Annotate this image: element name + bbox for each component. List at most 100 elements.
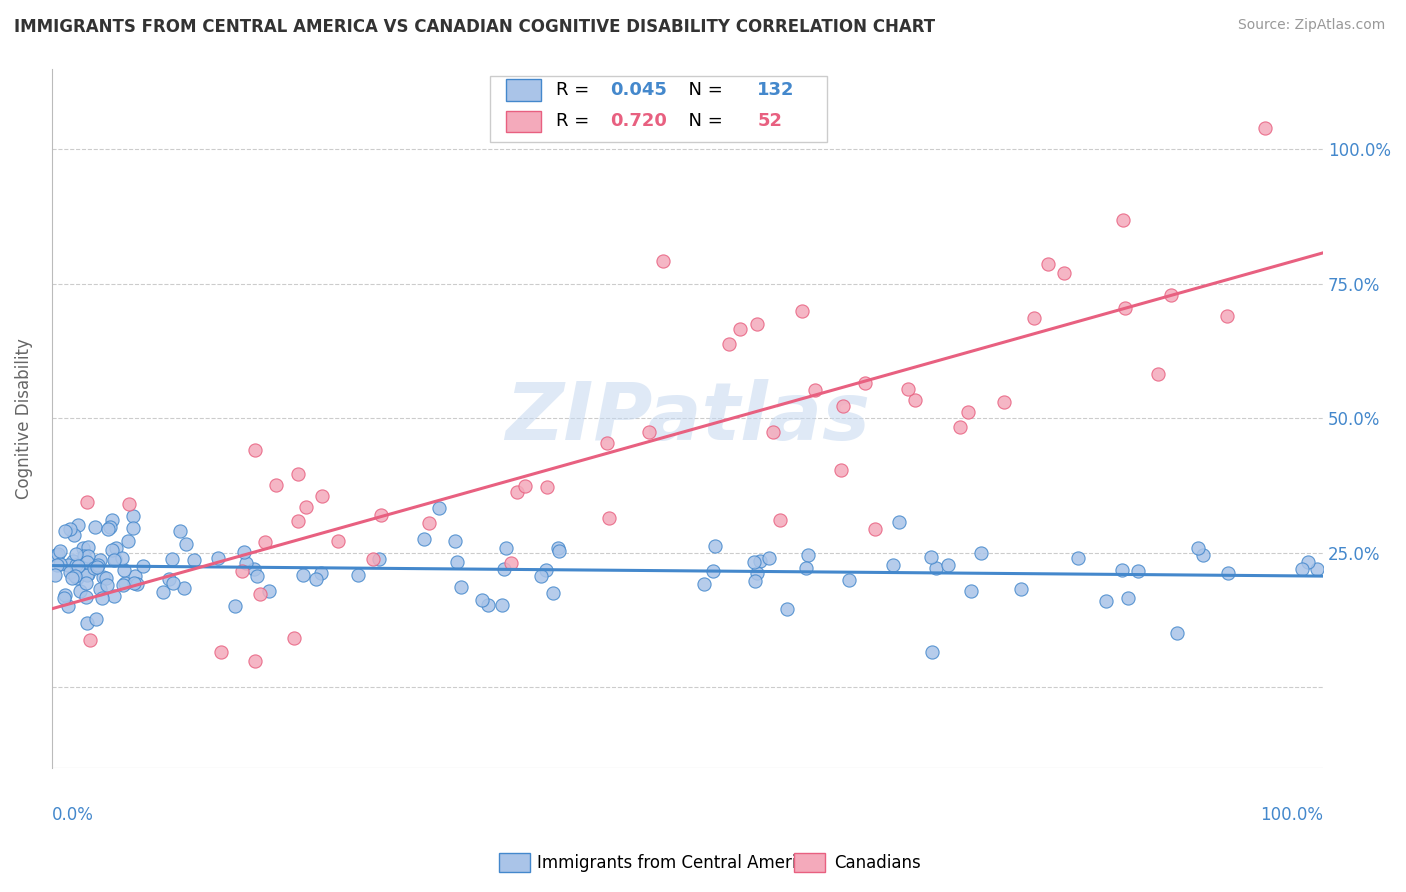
Point [1010, 582, 1032, 597]
Point [477, 598, 499, 612]
Point [48, 557, 70, 571]
Point [287, 467, 309, 481]
Text: 52: 52 [758, 112, 782, 130]
Point [1112, 212, 1135, 227]
Point [53, 591, 76, 606]
Point [122, 576, 145, 591]
Point [838, 573, 860, 587]
Point [920, 550, 942, 565]
Point [368, 552, 391, 566]
Point [60, 571, 83, 585]
Point [253, 534, 276, 549]
Point [86, 559, 108, 574]
Point [76, 568, 98, 582]
Point [287, 514, 309, 528]
Point [232, 545, 254, 559]
Point [291, 568, 314, 582]
Point [89, 582, 111, 596]
Point [84, 612, 107, 626]
Point [853, 376, 876, 391]
Point [1038, 257, 1060, 271]
Point [76, 555, 98, 569]
Point [75, 590, 97, 604]
FancyBboxPatch shape [491, 76, 827, 142]
Point [796, 548, 818, 562]
Point [921, 645, 943, 659]
Point [703, 539, 725, 553]
Point [114, 563, 136, 577]
Point [471, 593, 494, 607]
Point [1191, 548, 1213, 562]
Point [412, 533, 434, 547]
Point [49, 543, 72, 558]
Point [44, 568, 66, 582]
Point [58, 558, 80, 573]
Point [63, 569, 86, 583]
Point [728, 321, 751, 335]
Text: IMMIGRANTS FROM CENTRAL AMERICA VS CANADIAN COGNITIVE DISABILITY CORRELATION CHA: IMMIGRANTS FROM CENTRAL AMERICA VS CANAD… [14, 18, 935, 36]
Point [125, 576, 148, 591]
Point [94, 571, 117, 585]
Point [84, 520, 107, 534]
Point [495, 541, 517, 555]
Point [491, 598, 513, 612]
Point [993, 395, 1015, 409]
Point [1291, 562, 1313, 576]
Y-axis label: Cognitive Disability: Cognitive Disability [15, 338, 32, 499]
Point [65, 571, 87, 585]
Point [1022, 311, 1045, 326]
Point [118, 497, 141, 511]
Point [547, 541, 569, 555]
Point [243, 562, 266, 576]
Point [956, 405, 979, 419]
Point [638, 425, 661, 440]
Point [62, 554, 84, 568]
Point [1095, 594, 1118, 608]
Text: Source: ZipAtlas.com: Source: ZipAtlas.com [1237, 18, 1385, 32]
Point [245, 569, 267, 583]
Point [55, 524, 77, 538]
Point [1116, 591, 1139, 605]
Point [652, 253, 675, 268]
Point [73, 549, 96, 563]
Point [100, 513, 122, 527]
Point [830, 462, 852, 476]
Point [769, 513, 792, 527]
Point [77, 540, 100, 554]
Point [744, 574, 766, 588]
Point [863, 522, 886, 536]
Point [513, 478, 536, 492]
Point [235, 556, 257, 570]
Point [45, 548, 67, 562]
Point [65, 547, 87, 561]
Point [294, 500, 316, 514]
Point [598, 511, 620, 525]
Point [207, 551, 229, 566]
Point [53, 589, 76, 603]
Point [82, 558, 104, 573]
Text: R =: R = [557, 81, 596, 99]
Point [1067, 550, 1090, 565]
Point [104, 552, 127, 566]
Point [1216, 309, 1239, 323]
Text: Canadians: Canadians [834, 854, 921, 871]
Point [443, 534, 465, 549]
Point [76, 549, 98, 564]
Point [264, 478, 287, 492]
Text: ZIPatlas: ZIPatlas [505, 379, 870, 457]
Point [949, 420, 972, 434]
Point [1111, 563, 1133, 577]
Point [904, 393, 927, 408]
Point [347, 567, 370, 582]
Point [1298, 555, 1320, 569]
Point [776, 601, 799, 615]
Point [748, 554, 770, 568]
Point [79, 632, 101, 647]
Point [311, 489, 333, 503]
Point [803, 383, 825, 397]
Point [90, 591, 112, 605]
Text: 100.0%: 100.0% [1260, 806, 1323, 824]
Point [76, 615, 98, 630]
Point [326, 533, 349, 548]
Bar [506, 79, 541, 101]
